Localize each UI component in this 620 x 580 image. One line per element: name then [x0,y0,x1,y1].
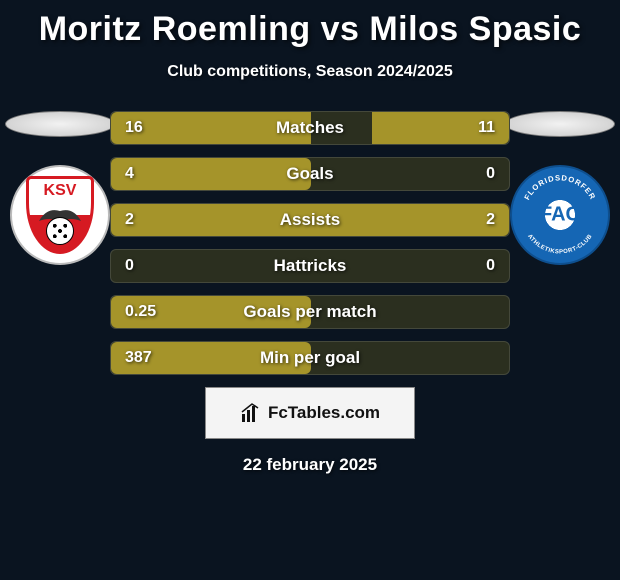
club-badge-left-text: KSV [29,182,91,200]
stat-value-right: 2 [486,204,495,236]
stat-row: 4Goals0 [110,157,510,191]
stat-value-right: 0 [486,158,495,190]
stat-row: 0.25Goals per match [110,295,510,329]
stat-label: Hattricks [111,250,509,282]
source-badge: FcTables.com [205,387,415,439]
stats-container: 16Matches114Goals02Assists20Hattricks00.… [110,111,510,375]
stat-row: 0Hattricks0 [110,249,510,283]
soccer-ball-icon [46,217,74,245]
stat-label: Matches [111,112,509,144]
stat-row: 16Matches11 [110,111,510,145]
stat-value-right: 0 [486,250,495,282]
date-label: 22 february 2025 [0,455,620,475]
player-photo-placeholder-right [505,111,615,137]
stat-label: Min per goal [111,342,509,374]
stat-row: 2Assists2 [110,203,510,237]
svg-text:FLORIDSDORFER: FLORIDSDORFER [522,173,597,201]
stat-label: Goals per match [111,296,509,328]
source-label: FcTables.com [268,403,380,423]
comparison-panel: KSV FLORIDSDORFER ATHLETIKSPORT-CLUB [0,111,620,375]
subtitle: Club competitions, Season 2024/2025 [0,63,620,81]
stat-value-right: 11 [478,112,495,144]
club-badge-right-text: FAC [540,204,580,227]
club-badge-right: FLORIDSDORFER ATHLETIKSPORT-CLUB FAC [510,165,610,265]
chart-icon [240,402,262,424]
svg-text:ATHLETIKSPORT-CLUB: ATHLETIKSPORT-CLUB [526,233,594,255]
stat-row: 387Min per goal [110,341,510,375]
stat-label: Assists [111,204,509,236]
page-title: Moritz Roemling vs Milos Spasic [0,0,620,49]
shield-icon: KSV [26,176,94,254]
player-right-column: FLORIDSDORFER ATHLETIKSPORT-CLUB FAC [505,111,615,265]
stat-label: Goals [111,158,509,190]
player-left-column: KSV [5,111,115,265]
player-photo-placeholder-left [5,111,115,137]
club-badge-left: KSV [10,165,110,265]
